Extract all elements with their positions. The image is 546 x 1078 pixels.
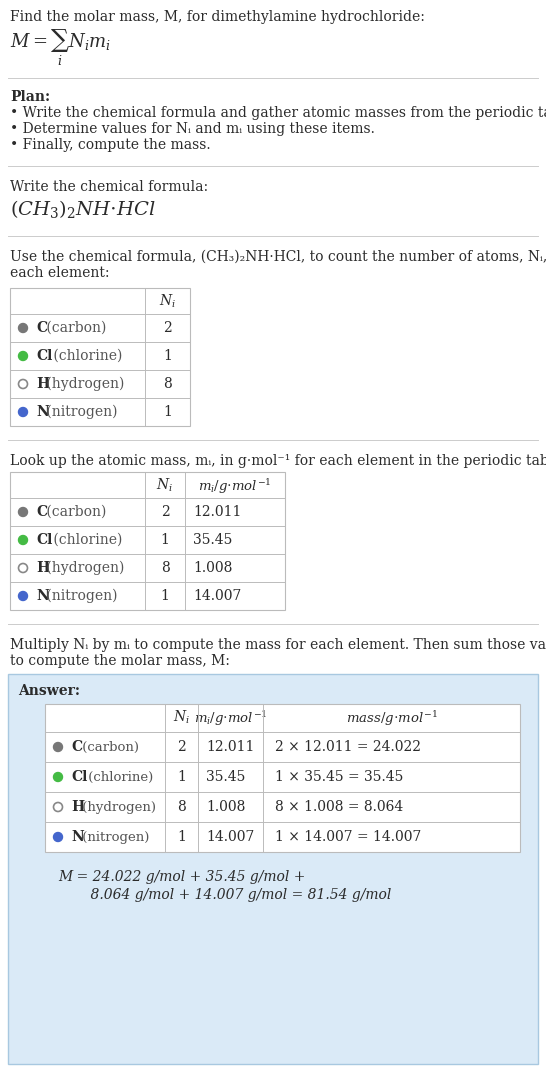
Text: (chlorine): (chlorine) <box>49 349 122 363</box>
Text: (hydrogen): (hydrogen) <box>78 801 156 814</box>
Text: 8 × 1.008 = 8.064: 8 × 1.008 = 8.064 <box>275 800 403 814</box>
Text: 1 × 14.007 = 14.007: 1 × 14.007 = 14.007 <box>275 830 422 844</box>
Text: $m_i/g{\cdot}mol^{-1}$: $m_i/g{\cdot}mol^{-1}$ <box>194 709 268 728</box>
Text: Answer:: Answer: <box>18 685 80 697</box>
Text: $N_i$: $N_i$ <box>157 476 174 495</box>
Text: 12.011: 12.011 <box>206 740 254 754</box>
Text: Cl: Cl <box>36 533 52 547</box>
Text: N: N <box>71 830 84 844</box>
Text: Plan:: Plan: <box>10 89 50 103</box>
Text: (hydrogen): (hydrogen) <box>43 377 125 391</box>
FancyBboxPatch shape <box>8 674 538 1064</box>
Text: H: H <box>71 800 84 814</box>
Text: Find the molar mass, M, for dimethylamine hydrochloride:: Find the molar mass, M, for dimethylamin… <box>10 10 425 24</box>
Text: 1.008: 1.008 <box>206 800 245 814</box>
Text: C: C <box>71 740 82 754</box>
Text: Write the chemical formula:: Write the chemical formula: <box>10 180 208 194</box>
Text: each element:: each element: <box>10 266 110 280</box>
Text: (chlorine): (chlorine) <box>49 533 122 547</box>
Circle shape <box>54 832 62 842</box>
Circle shape <box>19 592 27 600</box>
Text: 12.011: 12.011 <box>193 505 241 519</box>
Text: (nitrogen): (nitrogen) <box>43 405 118 419</box>
Text: Cl: Cl <box>36 349 52 363</box>
Text: (carbon): (carbon) <box>78 741 139 754</box>
Text: Look up the atomic mass, mᵢ, in g·mol⁻¹ for each element in the periodic table:: Look up the atomic mass, mᵢ, in g·mol⁻¹ … <box>10 454 546 468</box>
Text: C: C <box>36 321 47 335</box>
Text: 14.007: 14.007 <box>206 830 254 844</box>
Text: H: H <box>36 377 49 391</box>
Text: • Determine values for Nᵢ and mᵢ using these items.: • Determine values for Nᵢ and mᵢ using t… <box>10 122 375 136</box>
Bar <box>45 704 520 852</box>
Text: M = 24.022 g/mol + 35.45 g/mol +: M = 24.022 g/mol + 35.45 g/mol + <box>58 870 305 884</box>
Bar <box>10 288 190 426</box>
Text: 2 × 12.011 = 24.022: 2 × 12.011 = 24.022 <box>275 740 421 754</box>
Text: 2: 2 <box>163 321 172 335</box>
Circle shape <box>19 351 27 360</box>
Text: $N_i$: $N_i$ <box>159 293 176 310</box>
Text: $N_i$: $N_i$ <box>173 709 190 727</box>
Text: C: C <box>36 505 47 519</box>
Text: Multiply Nᵢ by mᵢ to compute the mass for each element. Then sum those values: Multiply Nᵢ by mᵢ to compute the mass fo… <box>10 638 546 652</box>
Text: to compute the molar mass, M:: to compute the molar mass, M: <box>10 654 230 668</box>
Circle shape <box>19 323 27 332</box>
Text: H: H <box>36 561 49 575</box>
Text: 2: 2 <box>177 740 186 754</box>
Text: 8: 8 <box>177 800 186 814</box>
Text: 1: 1 <box>177 770 186 784</box>
Text: (carbon): (carbon) <box>43 505 107 519</box>
Text: 35.45: 35.45 <box>206 770 245 784</box>
Circle shape <box>19 536 27 544</box>
Text: 1.008: 1.008 <box>193 561 233 575</box>
Text: 1: 1 <box>177 830 186 844</box>
Text: $(CH_3)_2NH{\cdot}HCl$: $(CH_3)_2NH{\cdot}HCl$ <box>10 198 156 220</box>
Text: 8: 8 <box>163 377 172 391</box>
Circle shape <box>19 508 27 516</box>
Text: 1: 1 <box>163 405 172 419</box>
Text: (carbon): (carbon) <box>43 321 107 335</box>
Text: 1: 1 <box>161 533 169 547</box>
Text: $mass/g{\cdot}mol^{-1}$: $mass/g{\cdot}mol^{-1}$ <box>346 709 437 728</box>
Text: (hydrogen): (hydrogen) <box>43 561 125 576</box>
Circle shape <box>54 773 62 782</box>
Text: • Finally, compute the mass.: • Finally, compute the mass. <box>10 138 211 152</box>
Text: • Write the chemical formula and gather atomic masses from the periodic table.: • Write the chemical formula and gather … <box>10 106 546 120</box>
Text: 35.45: 35.45 <box>193 533 233 547</box>
Text: $m_i/g{\cdot}mol^{-1}$: $m_i/g{\cdot}mol^{-1}$ <box>198 476 272 496</box>
Text: (nitrogen): (nitrogen) <box>43 589 118 604</box>
Text: $M = \sum_i N_i m_i$: $M = \sum_i N_i m_i$ <box>10 28 111 68</box>
Text: 8: 8 <box>161 561 169 575</box>
Text: 1 × 35.45 = 35.45: 1 × 35.45 = 35.45 <box>275 770 403 784</box>
Text: Cl: Cl <box>71 770 87 784</box>
Circle shape <box>54 743 62 751</box>
Text: Use the chemical formula, (CH₃)₂NH·HCl, to count the number of atoms, Nᵢ, for: Use the chemical formula, (CH₃)₂NH·HCl, … <box>10 250 546 264</box>
Text: N: N <box>36 405 49 419</box>
Text: N: N <box>36 589 49 603</box>
Text: 2: 2 <box>161 505 169 519</box>
Bar <box>10 472 285 610</box>
Text: 1: 1 <box>161 589 169 603</box>
Text: 14.007: 14.007 <box>193 589 241 603</box>
Text: (nitrogen): (nitrogen) <box>78 830 149 843</box>
Circle shape <box>19 407 27 416</box>
Text: 1: 1 <box>163 349 172 363</box>
Text: (chlorine): (chlorine) <box>84 771 153 784</box>
Text: 8.064 g/mol + 14.007 g/mol = 81.54 g/mol: 8.064 g/mol + 14.007 g/mol = 81.54 g/mol <box>73 888 391 902</box>
